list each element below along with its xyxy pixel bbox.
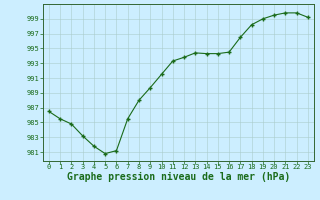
X-axis label: Graphe pression niveau de la mer (hPa): Graphe pression niveau de la mer (hPa) (67, 172, 290, 182)
